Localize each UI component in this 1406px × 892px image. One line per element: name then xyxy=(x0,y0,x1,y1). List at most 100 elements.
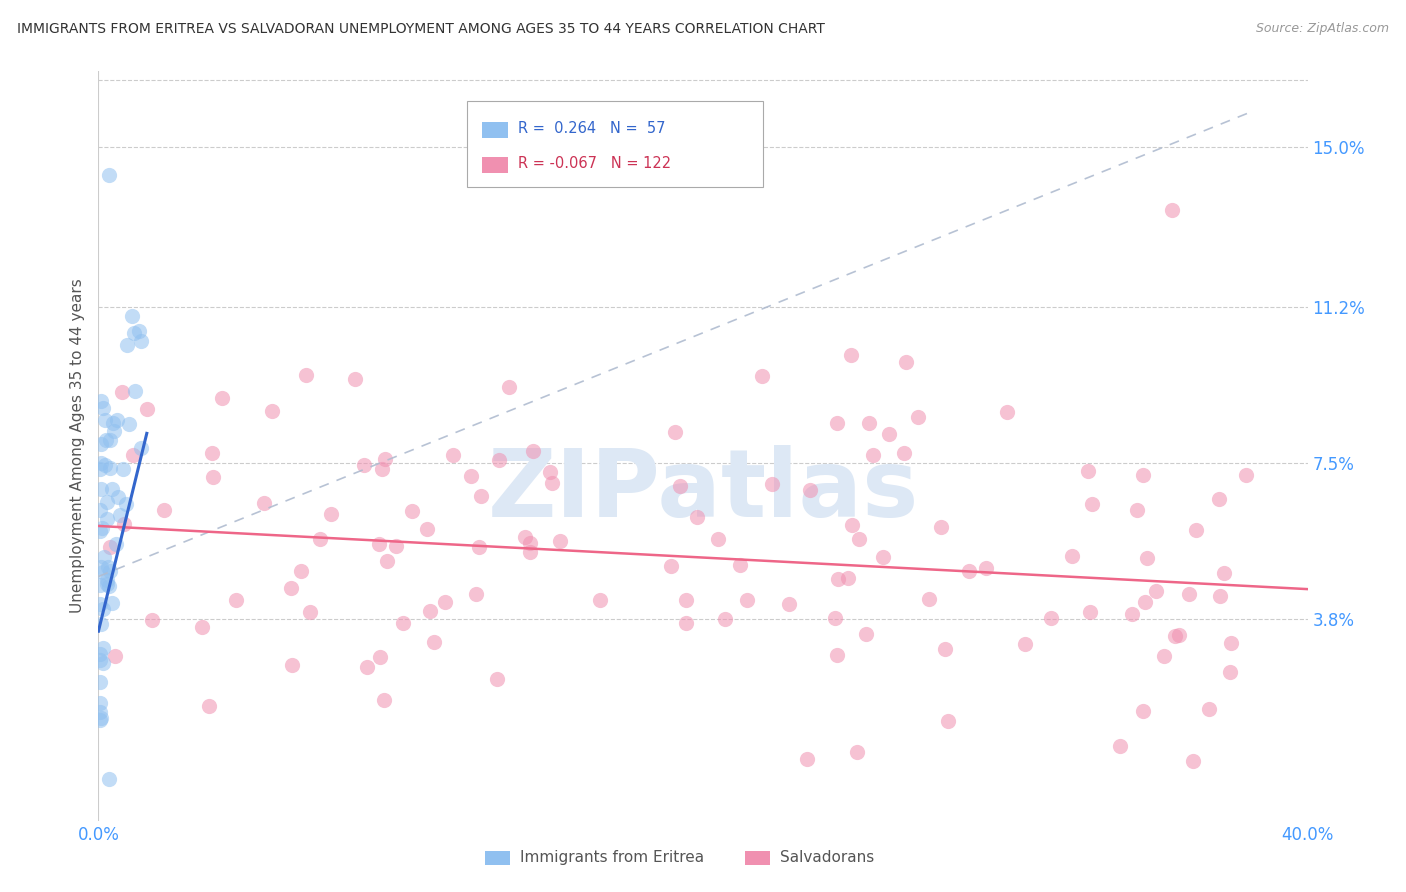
Point xyxy=(664,425,686,439)
Point xyxy=(957,564,980,578)
Point xyxy=(374,451,396,466)
Point xyxy=(589,593,612,607)
Point xyxy=(1081,496,1104,510)
Point xyxy=(356,660,378,674)
Point xyxy=(96,511,118,525)
Point xyxy=(211,392,233,406)
Point xyxy=(97,560,120,574)
Point xyxy=(201,470,224,484)
Point xyxy=(1014,637,1036,651)
Point xyxy=(375,553,398,567)
Point xyxy=(541,475,564,490)
FancyBboxPatch shape xyxy=(482,121,509,138)
Point xyxy=(841,348,863,362)
Point xyxy=(1220,635,1243,649)
Point xyxy=(91,521,114,535)
Point xyxy=(796,751,818,765)
Point xyxy=(96,573,118,587)
Point xyxy=(929,520,952,534)
Point xyxy=(918,592,941,607)
Point xyxy=(522,444,544,458)
Point xyxy=(153,503,176,517)
Point xyxy=(392,615,415,630)
Point xyxy=(735,593,758,607)
FancyBboxPatch shape xyxy=(482,157,509,173)
Point xyxy=(675,593,697,607)
Point xyxy=(1133,595,1156,609)
Point xyxy=(225,593,247,607)
Point xyxy=(89,696,111,710)
Point xyxy=(94,433,117,447)
Point xyxy=(1109,739,1132,753)
Point xyxy=(353,458,375,472)
Point xyxy=(894,355,917,369)
Point xyxy=(114,497,136,511)
Point xyxy=(91,656,114,670)
Point xyxy=(799,483,821,498)
Point xyxy=(488,452,510,467)
Point xyxy=(872,549,894,564)
Point xyxy=(101,596,124,610)
Point xyxy=(89,713,111,727)
Text: R =  0.264   N =  57: R = 0.264 N = 57 xyxy=(517,120,665,136)
Text: ZIPatlas: ZIPatlas xyxy=(488,445,918,537)
Point xyxy=(90,711,112,725)
Text: Immigrants from Eritrea: Immigrants from Eritrea xyxy=(520,850,704,864)
Point xyxy=(373,692,395,706)
Point xyxy=(1164,628,1187,642)
Point xyxy=(675,616,697,631)
Point xyxy=(89,653,111,667)
Point xyxy=(1121,607,1143,621)
Point xyxy=(91,641,114,656)
Point xyxy=(423,635,446,649)
Point xyxy=(548,533,571,548)
Point xyxy=(1126,503,1149,517)
Point xyxy=(1039,611,1062,625)
Point xyxy=(1078,605,1101,619)
Point xyxy=(858,417,880,431)
Point xyxy=(841,518,863,533)
Point xyxy=(1209,589,1232,603)
Point xyxy=(907,409,929,424)
Point xyxy=(103,424,125,438)
Point xyxy=(98,461,121,475)
Point xyxy=(848,533,870,547)
Point xyxy=(319,507,342,521)
Point xyxy=(93,549,115,564)
Point xyxy=(124,326,146,341)
Point xyxy=(129,441,152,455)
Point xyxy=(89,598,111,612)
Point xyxy=(280,581,302,595)
Point xyxy=(519,536,541,550)
Point xyxy=(98,579,121,593)
Point xyxy=(1132,468,1154,483)
Point xyxy=(298,605,321,619)
Point xyxy=(198,699,221,714)
Point xyxy=(107,490,129,504)
Point xyxy=(434,595,457,609)
Point xyxy=(974,560,997,574)
Point xyxy=(94,413,117,427)
FancyBboxPatch shape xyxy=(467,102,763,187)
Point xyxy=(98,540,121,554)
Point xyxy=(470,489,492,503)
Point xyxy=(460,469,482,483)
Point xyxy=(98,434,121,448)
Point xyxy=(89,503,111,517)
Point xyxy=(1132,704,1154,718)
Point xyxy=(91,565,114,579)
Text: R = -0.067   N = 122: R = -0.067 N = 122 xyxy=(517,156,671,171)
Point xyxy=(89,705,111,719)
Point xyxy=(827,416,849,430)
Point xyxy=(659,558,682,573)
Point xyxy=(141,613,163,627)
Point xyxy=(89,674,111,689)
Text: Source: ZipAtlas.com: Source: ZipAtlas.com xyxy=(1256,22,1389,36)
Point xyxy=(686,509,709,524)
Point xyxy=(105,412,128,426)
Point xyxy=(825,648,848,662)
Point xyxy=(98,772,121,786)
Point xyxy=(90,394,112,409)
Point xyxy=(368,537,391,551)
Point xyxy=(129,334,152,348)
